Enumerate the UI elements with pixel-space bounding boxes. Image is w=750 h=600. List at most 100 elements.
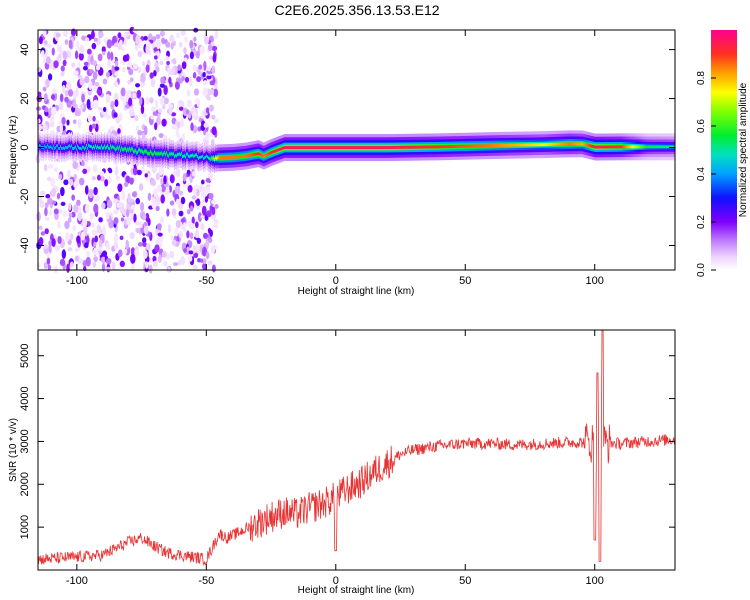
band-column bbox=[582, 142, 584, 146]
band-column bbox=[378, 146, 380, 150]
noise-speckle bbox=[135, 125, 140, 132]
noise-speckle bbox=[60, 201, 66, 207]
noise-speckle bbox=[93, 37, 98, 42]
band-column bbox=[419, 145, 421, 149]
noise-speckle bbox=[111, 261, 116, 271]
band-column bbox=[401, 145, 403, 149]
band-column bbox=[458, 144, 460, 148]
band-column bbox=[625, 145, 627, 149]
noise-speckle bbox=[44, 202, 49, 208]
noise-speckle bbox=[97, 53, 103, 62]
noise-speckle bbox=[63, 179, 69, 186]
band-column bbox=[236, 155, 238, 159]
band-column bbox=[233, 155, 235, 159]
noise-speckle bbox=[175, 32, 180, 39]
noise-speckle bbox=[192, 264, 198, 270]
noise-speckle bbox=[201, 199, 206, 204]
noise-speckle bbox=[61, 249, 67, 260]
band-column bbox=[128, 148, 130, 152]
band-column bbox=[490, 144, 492, 148]
band-column bbox=[355, 146, 357, 150]
band-column bbox=[84, 147, 86, 151]
noise-speckle bbox=[86, 48, 92, 55]
band-column bbox=[501, 143, 503, 147]
band-column bbox=[255, 152, 257, 156]
noise-speckle bbox=[143, 35, 148, 41]
band-column bbox=[457, 144, 459, 148]
noise-speckle bbox=[90, 222, 96, 228]
spectrogram-y-tick-label: 0 bbox=[19, 144, 31, 150]
noise-speckle bbox=[44, 106, 49, 113]
band-column bbox=[122, 148, 124, 152]
band-column bbox=[537, 143, 539, 147]
noise-speckle bbox=[155, 172, 160, 181]
snr-frame bbox=[37, 329, 676, 571]
noise-speckle bbox=[93, 256, 99, 262]
band-column bbox=[57, 144, 59, 148]
band-column bbox=[299, 146, 301, 150]
noise-speckle bbox=[159, 83, 165, 88]
band-column bbox=[239, 155, 241, 159]
band-column bbox=[121, 146, 123, 150]
band-column bbox=[379, 146, 381, 150]
band-column bbox=[639, 145, 641, 149]
noise-speckle bbox=[113, 217, 119, 225]
noise-speckle bbox=[43, 244, 49, 249]
noise-speckle bbox=[188, 250, 194, 255]
noise-speckle bbox=[135, 34, 141, 45]
band-column bbox=[562, 142, 564, 146]
band-column bbox=[515, 143, 517, 147]
noise-speckle bbox=[134, 248, 140, 257]
noise-speckle bbox=[60, 186, 65, 197]
noise-speckle bbox=[143, 225, 149, 235]
band-column bbox=[395, 145, 397, 149]
noise-speckle bbox=[84, 75, 90, 84]
noise-speckle bbox=[86, 99, 91, 110]
noise-speckle bbox=[155, 34, 161, 40]
band-column bbox=[81, 147, 83, 151]
colorbar: 0.00.20.40.60.8 Normalized spectral ampl… bbox=[696, 30, 749, 277]
band-column bbox=[68, 144, 70, 148]
noise-speckle bbox=[169, 174, 175, 184]
noise-speckle bbox=[197, 212, 203, 222]
noise-speckle bbox=[47, 163, 54, 169]
band-column bbox=[530, 143, 532, 147]
band-column bbox=[96, 146, 98, 150]
noise-speckle bbox=[43, 40, 48, 45]
band-column bbox=[283, 146, 285, 150]
noise-speckle bbox=[209, 205, 213, 212]
band-column bbox=[567, 142, 569, 146]
band-column bbox=[259, 152, 261, 156]
noise-speckle bbox=[166, 60, 170, 66]
band-column bbox=[651, 145, 653, 149]
noise-speckle bbox=[132, 166, 138, 176]
band-column bbox=[577, 142, 579, 146]
noise-speckle bbox=[189, 205, 194, 212]
band-column bbox=[338, 146, 340, 150]
noise-speckle bbox=[91, 60, 98, 66]
band-column bbox=[92, 146, 94, 150]
band-column bbox=[510, 143, 512, 147]
noise-speckle bbox=[209, 80, 215, 86]
band-column bbox=[509, 143, 511, 147]
noise-speckle bbox=[46, 43, 52, 48]
noise-speckle bbox=[117, 32, 122, 39]
band-column bbox=[619, 145, 621, 149]
band-column bbox=[312, 146, 314, 150]
band-column bbox=[219, 156, 221, 160]
noise-speckle bbox=[186, 89, 191, 97]
noise-speckle bbox=[140, 166, 145, 174]
band-column bbox=[69, 144, 71, 148]
band-column bbox=[83, 145, 85, 149]
band-column bbox=[254, 152, 256, 156]
noise-speckle bbox=[211, 114, 216, 120]
band-column bbox=[375, 146, 377, 150]
band-column bbox=[439, 145, 441, 149]
noise-speckle bbox=[195, 244, 201, 255]
band-column bbox=[464, 144, 466, 148]
noise-speckle bbox=[150, 181, 157, 186]
noise-speckle bbox=[78, 52, 84, 61]
noise-speckle bbox=[195, 188, 200, 197]
band-column bbox=[171, 152, 173, 156]
